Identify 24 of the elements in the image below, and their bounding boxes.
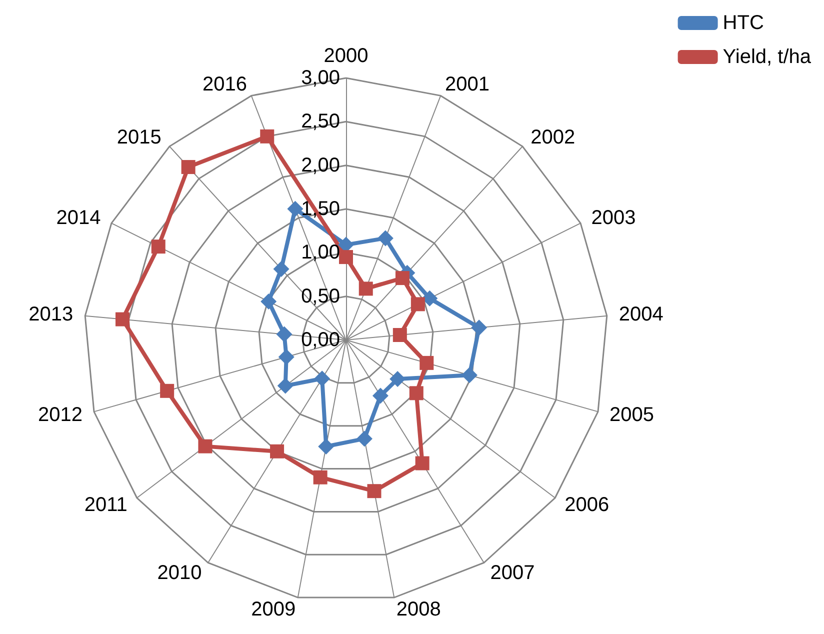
y-tick-label: 3,00 (301, 67, 340, 89)
y-tick-label: 0,50 (301, 285, 340, 308)
spoke-label: 2002 (530, 126, 576, 149)
spoke-label: 2011 (84, 494, 128, 516)
legend-label: Yield, t/ha (722, 46, 812, 68)
spoke-label: 2003 (591, 206, 636, 229)
y-tick-label: 2,50 (301, 110, 340, 133)
legend-label: HTC (722, 12, 764, 34)
y-tick-label: 2,00 (301, 154, 340, 176)
spoke-label: 2005 (610, 404, 654, 426)
spoke-label: 2016 (202, 74, 248, 96)
spoke-label: 2007 (490, 562, 535, 584)
spoke-label: 2015 (116, 126, 162, 149)
spoke-label: 2014 (56, 206, 101, 229)
spoke-label: 2009 (251, 598, 296, 620)
spoke-label: 2004 (618, 304, 664, 326)
spoke-label: 2010 (157, 562, 202, 584)
y-tick-label: 0,00 (301, 329, 340, 351)
spoke-label: 2013 (28, 304, 74, 326)
spoke-label: 2008 (396, 598, 441, 620)
spoke-label: 2006 (564, 494, 610, 516)
spoke-label: 2012 (38, 404, 82, 426)
spoke-label: 2000 (324, 45, 368, 67)
spoke-label: 2001 (444, 74, 490, 96)
